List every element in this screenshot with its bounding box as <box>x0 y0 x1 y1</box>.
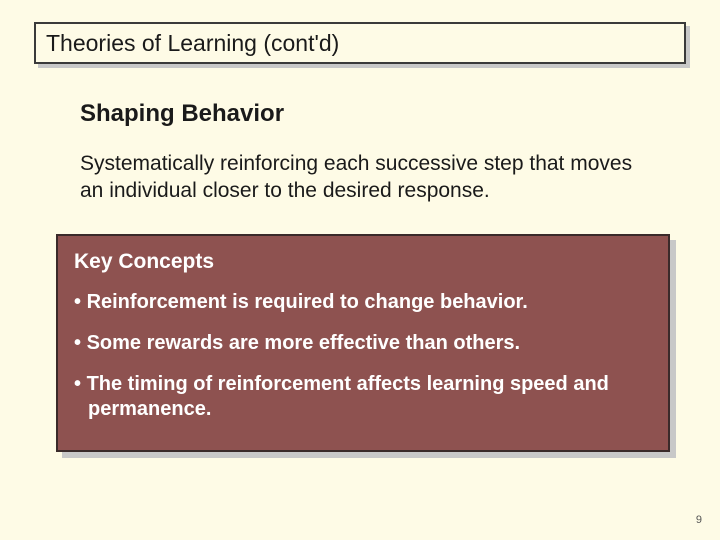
list-item: Some rewards are more effective than oth… <box>74 331 652 356</box>
list-item: The timing of reinforcement affects lear… <box>74 372 652 422</box>
list-item: Reinforcement is required to change beha… <box>74 290 652 315</box>
page-number: 9 <box>696 514 702 526</box>
key-concepts-box: Key Concepts Reinforcement is required t… <box>56 234 670 452</box>
key-concepts-list: Reinforcement is required to change beha… <box>74 290 652 422</box>
key-concepts-heading: Key Concepts <box>74 250 652 274</box>
slide-body: Systematically reinforcing each successi… <box>80 150 640 205</box>
slide-subheader: Shaping Behavior <box>80 100 284 128</box>
slide-title: Theories of Learning (cont'd) <box>46 30 339 57</box>
title-box: Theories of Learning (cont'd) <box>34 22 686 64</box>
slide: Theories of Learning (cont'd) Shaping Be… <box>0 0 720 540</box>
